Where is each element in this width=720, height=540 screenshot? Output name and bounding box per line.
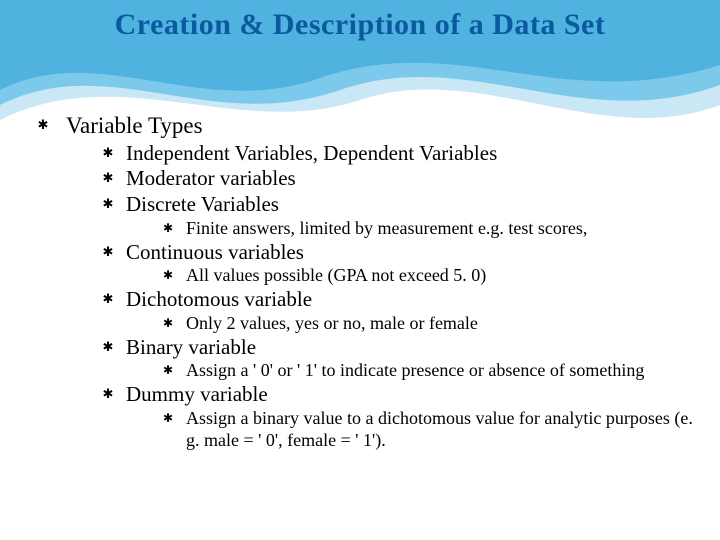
bullet-l3: ✱ All values possible (GPA not exceed 5.… (150, 265, 700, 287)
bullet-text: Assign a binary value to a dichotomous v… (186, 408, 700, 452)
slide-title: Creation & Description of a Data Set (20, 8, 700, 42)
bullet-icon: ✱ (90, 141, 126, 159)
bullet-l3: ✱ Assign a ' 0' or ' 1' to indicate pres… (150, 360, 700, 382)
bullet-l2: ✱ Moderator variables (90, 166, 700, 192)
slide-content: Creation & Description of a Data Set ✱ V… (0, 0, 720, 452)
bullet-text: Variable Types (66, 112, 203, 141)
bullet-icon: ✱ (90, 166, 126, 184)
bullet-text: All values possible (GPA not exceed 5. 0… (186, 265, 486, 287)
bullet-icon: ✱ (150, 313, 186, 329)
bullet-l3: ✱ Finite answers, limited by measurement… (150, 218, 700, 240)
bullet-text: Discrete Variables (126, 192, 279, 218)
bullet-l2: ✱ Binary variable (90, 335, 700, 361)
bullet-l3: ✱ Assign a binary value to a dichotomous… (150, 408, 700, 452)
bullet-l3: ✱ Only 2 values, yes or no, male or fema… (150, 313, 700, 335)
bullet-icon: ✱ (150, 360, 186, 376)
bullet-text: Assign a ' 0' or ' 1' to indicate presen… (186, 360, 644, 382)
bullet-l2: ✱ Continuous variables (90, 240, 700, 266)
bullet-text: Independent Variables, Dependent Variabl… (126, 141, 497, 167)
bullet-text: Finite answers, limited by measurement e… (186, 218, 587, 240)
bullet-icon: ✱ (150, 265, 186, 281)
bullet-icon: ✱ (150, 408, 186, 424)
bullet-l2: ✱ Dummy variable (90, 382, 700, 408)
bullet-l2: ✱ Dichotomous variable (90, 287, 700, 313)
bullet-text: Only 2 values, yes or no, male or female (186, 313, 478, 335)
bullet-l1: ✱ Variable Types (20, 112, 700, 141)
bullet-l2: ✱ Independent Variables, Dependent Varia… (90, 141, 700, 167)
bullet-icon: ✱ (90, 335, 126, 353)
bullet-text: Binary variable (126, 335, 256, 361)
bullet-l2: ✱ Discrete Variables (90, 192, 700, 218)
bullet-icon: ✱ (90, 192, 126, 210)
bullet-icon: ✱ (90, 287, 126, 305)
bullet-icon: ✱ (90, 240, 126, 258)
bullet-text: Dichotomous variable (126, 287, 312, 313)
bullet-text: Continuous variables (126, 240, 304, 266)
bullet-text: Dummy variable (126, 382, 268, 408)
bullet-icon: ✱ (90, 382, 126, 400)
bullet-text: Moderator variables (126, 166, 296, 192)
bullet-icon: ✱ (20, 112, 66, 131)
bullet-icon: ✱ (150, 218, 186, 234)
